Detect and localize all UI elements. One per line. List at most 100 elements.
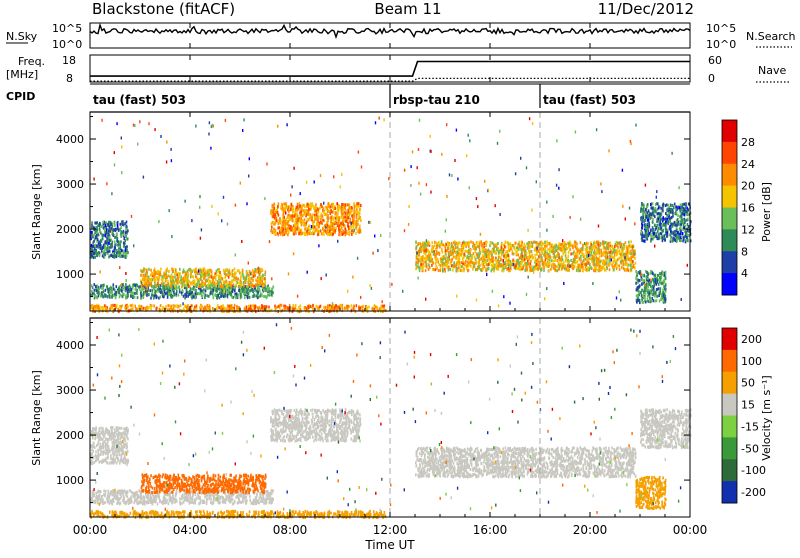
heatmap-cell	[496, 261, 498, 264]
heatmap-cell	[632, 260, 634, 263]
heatmap-cell	[229, 305, 231, 308]
heatmap-cell	[616, 267, 618, 270]
heatmap-cell	[575, 261, 577, 264]
heatmap-cell	[201, 282, 203, 285]
heatmap-cell	[460, 248, 462, 251]
heatmap-cell	[349, 305, 351, 308]
heatmap-cell	[330, 219, 332, 222]
heatmap-cell	[104, 256, 106, 259]
heatmap-cell	[226, 282, 228, 285]
heatmap-cell	[198, 280, 200, 283]
heatmap-cell	[551, 259, 553, 262]
heatmap-cell	[474, 250, 476, 253]
heatmap-cell	[654, 294, 656, 297]
heatmap-cell	[146, 287, 148, 290]
heatmap-cell	[90, 237, 92, 240]
heatmap-cell	[103, 290, 105, 293]
heatmap-cell	[445, 246, 447, 249]
heatmap-cell	[194, 296, 196, 299]
heatmap-cell	[576, 269, 578, 272]
heatmap-cell	[204, 293, 206, 296]
heatmap-cell	[282, 207, 284, 210]
heatmap-cell	[564, 241, 566, 244]
heatmap-cell	[159, 287, 161, 290]
heatmap-cell	[625, 253, 627, 256]
heatmap-cell	[372, 307, 374, 310]
heatmap-cell	[639, 301, 641, 304]
heatmap-cell	[146, 294, 148, 297]
heatmap-cell	[178, 294, 180, 297]
heatmap-cell	[137, 284, 139, 287]
heatmap-cell	[596, 257, 598, 260]
heatmap-cell	[532, 257, 534, 260]
heatmap-cell	[265, 281, 267, 284]
heatmap-cell	[438, 269, 440, 272]
heatmap-cell	[187, 306, 189, 309]
heatmap-cell	[170, 296, 172, 299]
heatmap-cell	[473, 252, 475, 255]
heatmap-cell	[243, 292, 245, 295]
heatmap-cell	[102, 236, 104, 239]
heatmap-cell	[146, 269, 148, 272]
heatmap-cell	[479, 246, 481, 249]
heatmap-cell	[634, 266, 636, 269]
heatmap-cell	[296, 206, 298, 209]
heatmap-cell	[536, 253, 538, 256]
heatmap-cell	[310, 208, 312, 211]
freq-label: Freq.	[18, 55, 45, 68]
heatmap-cell	[614, 254, 616, 257]
heatmap-cell	[236, 276, 238, 279]
heatmap-cell	[457, 248, 459, 251]
heatmap-cell	[160, 273, 162, 276]
heatmap-cell	[516, 261, 518, 264]
heatmap-cell	[145, 273, 147, 276]
heatmap-cell	[126, 225, 128, 228]
heatmap-cell	[594, 266, 596, 269]
heatmap-cell	[584, 255, 586, 258]
heatmap-cell	[594, 244, 596, 247]
heatmap-cell	[119, 243, 121, 246]
heatmap-cell	[349, 218, 351, 221]
heatmap-cell	[615, 251, 617, 254]
heatmap-cell	[264, 273, 266, 276]
heatmap-cell	[420, 247, 422, 250]
heatmap-cell	[557, 269, 559, 272]
heatmap-cell	[120, 240, 122, 243]
heatmap-cell	[278, 214, 280, 217]
heatmap-cell	[590, 266, 592, 269]
heatmap-cell	[301, 232, 303, 235]
heatmap-cell	[137, 296, 139, 299]
heatmap-cell	[194, 308, 196, 311]
heatmap-cell	[252, 279, 254, 282]
heatmap-cell	[117, 224, 119, 227]
heatmap-cell	[507, 241, 509, 244]
heatmap-cell	[554, 263, 556, 266]
heatmap-cell	[199, 306, 201, 309]
heatmap-cell	[419, 269, 421, 272]
heatmap-cell	[617, 250, 619, 253]
heatmap-cell	[431, 241, 433, 244]
date-label: 11/Dec/2012	[598, 0, 694, 18]
heatmap-cell	[440, 264, 442, 267]
heatmap-cell	[565, 245, 567, 248]
heatmap-cell	[465, 242, 467, 245]
heatmap-cell	[167, 282, 169, 285]
heatmap-cell	[140, 291, 142, 294]
heatmap-cell	[340, 222, 342, 225]
heatmap-cell	[518, 262, 520, 265]
heatmap-cell	[220, 295, 222, 298]
heatmap-cell	[232, 269, 234, 272]
heatmap-cell	[342, 229, 344, 232]
heatmap-cell	[532, 245, 534, 248]
heatmap-cell	[594, 249, 596, 252]
heatmap-cell	[116, 304, 118, 307]
nave-label: Nave	[758, 64, 786, 77]
heatmap-cell	[222, 289, 224, 292]
heatmap-cell	[146, 306, 148, 309]
heatmap-cell	[341, 306, 343, 309]
heatmap-cell	[493, 264, 495, 267]
heatmap-cell	[505, 255, 507, 258]
heatmap-cell	[485, 260, 487, 263]
heatmap-cell	[459, 241, 461, 244]
heatmap-cell	[574, 255, 576, 258]
